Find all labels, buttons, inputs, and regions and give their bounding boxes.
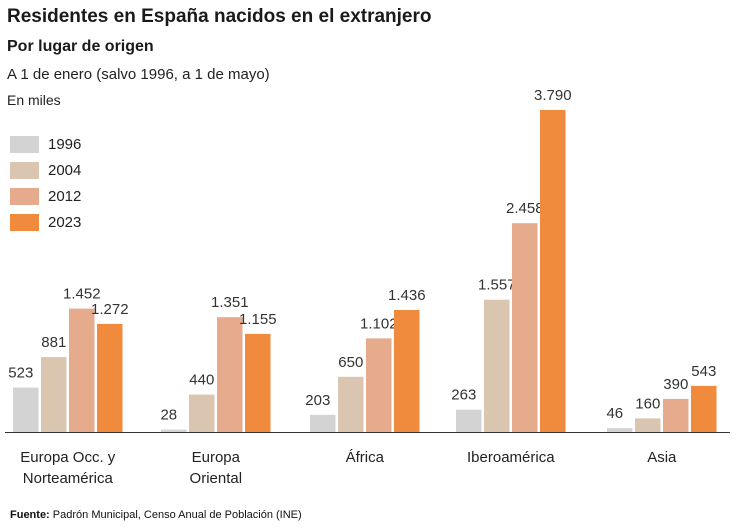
data-label: 1.452: [63, 286, 101, 303]
x-tick-label: Europa Occ. y Norteamérica: [20, 449, 116, 487]
chart-subtitle: Por lugar de origen: [7, 38, 154, 55]
legend-swatch-2012: [10, 187, 39, 205]
legend-label-1996: 1996: [48, 135, 82, 153]
chart-title: Residentes en España nacidos en el extra…: [7, 6, 432, 27]
bar: [456, 409, 482, 432]
data-label: 160: [635, 395, 660, 412]
bar: [189, 394, 215, 432]
x-tick-label-line: Asia: [647, 449, 677, 466]
bar: [607, 428, 633, 432]
data-label: 523: [8, 365, 33, 382]
legend: 1996 2004 2012 2023: [10, 131, 81, 235]
bar: [540, 110, 566, 432]
x-tick-label-line: Oriental: [190, 470, 243, 487]
data-label: 28: [160, 407, 177, 424]
x-tick-label-line: África: [346, 449, 385, 466]
legend-label-2023: 2023: [48, 213, 82, 231]
bar: [484, 299, 510, 432]
x-tick-label-line: Norteamérica: [23, 470, 114, 487]
data-label: 881: [41, 334, 66, 351]
bar: [512, 223, 538, 432]
source-label: Fuente:: [10, 509, 50, 521]
data-label: 1.351: [211, 294, 249, 311]
x-tick-label: Iberoamérica: [467, 449, 555, 466]
x-tick-label-line: Iberoamérica: [467, 449, 555, 466]
chart-note: A 1 de enero (salvo 1996, a 1 de mayo): [7, 66, 270, 83]
legend-swatch-2004: [10, 161, 39, 179]
data-label: 1.155: [239, 311, 277, 328]
bar: [663, 398, 689, 432]
data-label: 1.272: [91, 301, 129, 318]
data-label: 1.102: [360, 315, 398, 332]
data-label: 543: [691, 363, 716, 380]
source-note: Fuente: Padrón Municipal, Censo Anual de…: [10, 509, 302, 521]
legend-swatch-2023: [10, 213, 39, 231]
data-label: 203: [305, 392, 330, 409]
legend-label-2004: 2004: [48, 161, 82, 179]
data-label: 1.436: [388, 287, 426, 304]
bar: [69, 308, 95, 432]
source-text: Padrón Municipal, Censo Anual de Poblaci…: [52, 509, 302, 521]
bar: [635, 418, 661, 432]
bar: [310, 414, 336, 432]
x-tick-label: África: [346, 449, 385, 466]
units-label: En miles: [7, 92, 61, 108]
bar: [217, 317, 243, 432]
legend-item-2023: 2023: [10, 209, 81, 235]
bar: [161, 429, 187, 432]
bar: [394, 310, 420, 432]
x-tick-label: Europa Oriental: [190, 449, 243, 487]
legend-item-1996: 1996: [10, 131, 81, 157]
bar: [41, 357, 67, 432]
x-tick-label-line: Europa: [192, 449, 241, 466]
x-tick-label-line: Europa Occ. y: [20, 449, 116, 466]
bar: [338, 376, 364, 432]
data-label: 2.458: [506, 200, 544, 217]
data-label: 390: [663, 376, 688, 393]
legend-item-2012: 2012: [10, 183, 81, 209]
legend-label-2012: 2012: [48, 187, 82, 205]
bar: [691, 385, 717, 432]
bar: [97, 323, 123, 432]
legend-swatch-1996: [10, 135, 39, 153]
data-label: 440: [189, 372, 214, 389]
data-label: 263: [451, 387, 476, 404]
legend-item-2004: 2004: [10, 157, 81, 183]
bar: [13, 387, 39, 432]
data-label: 46: [606, 405, 623, 422]
data-label: 3.790: [534, 87, 572, 104]
bar: [245, 333, 271, 432]
data-label: 650: [338, 354, 363, 371]
bar: [366, 338, 392, 432]
data-label: 1.557: [478, 277, 516, 294]
x-tick-label: Asia: [647, 449, 677, 466]
